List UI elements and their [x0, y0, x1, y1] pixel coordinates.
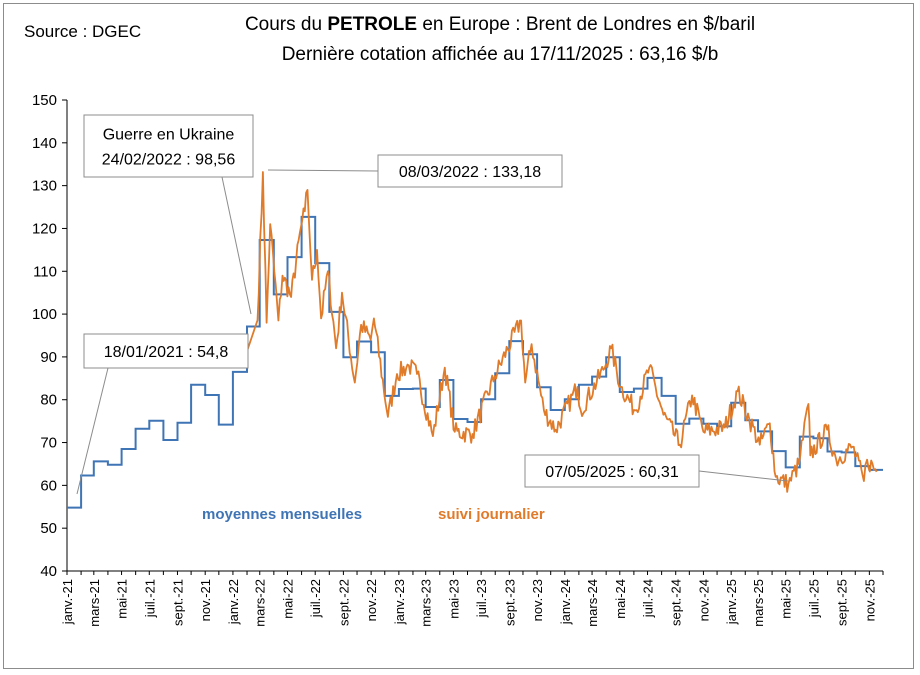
x-tick-label: nov.-23	[530, 579, 545, 621]
chart-title-line2: Dernière cotation affichée au 17/11/2025…	[281, 44, 719, 65]
y-tick-label: 50	[40, 520, 57, 537]
y-tick-label: 70	[40, 435, 57, 452]
y-tick-label: 90	[40, 349, 57, 366]
annotation-leader-peak	[267, 169, 379, 172]
annotation-box-peak	[377, 154, 563, 188]
x-tick-label: juil.-23	[474, 579, 489, 618]
x-tick-label: mai-22	[280, 579, 295, 619]
annotation-box-may25	[524, 454, 700, 488]
y-tick-label: 140	[32, 135, 57, 152]
x-tick-label: nov.-21	[198, 579, 213, 621]
x-tick-label: nov.-22	[364, 579, 379, 621]
annotation-leader-jan21	[76, 367, 109, 495]
y-tick-label: 60	[40, 477, 57, 494]
x-tick-label: janv.-21	[60, 579, 75, 625]
x-tick-label: mars-22	[253, 579, 268, 627]
annotations: Guerre en Ukraine 24/02/2022 : 98,56 08/03…	[76, 114, 789, 495]
x-tick-label: janv.-25	[724, 579, 739, 625]
x-tick-label: janv.-22	[226, 579, 241, 625]
chart-title-line1: Cours du PETROLE en Europe : Brent de Lo…	[180, 14, 820, 36]
source-label: Source : DGEC	[24, 22, 142, 41]
annotation-text-peak: 08/03/2022 : 133,18	[399, 164, 541, 181]
x-tick-label: mars-23	[419, 579, 434, 627]
annotation-leader-ukraine	[221, 176, 252, 315]
legend-daily: suivi journalier	[438, 506, 545, 523]
y-tick-label: 150	[32, 92, 57, 109]
x-tick-label: juil.-21	[142, 579, 157, 618]
x-tick-label: sept.-22	[336, 579, 351, 626]
y-tick-label: 80	[40, 392, 57, 409]
x-tick-label: mars-24	[585, 579, 600, 627]
x-tick-label: mai-24	[613, 579, 628, 619]
y-tick-label: 40	[40, 563, 57, 580]
annotation-text-may25: 07/05/2025 : 60,31	[545, 464, 679, 481]
x-tick-label: mars-25	[751, 579, 766, 627]
annotation-text-ukraine: 24/02/2022 : 98,56	[102, 152, 236, 169]
x-tick-label: juil.-25	[806, 579, 821, 618]
x-tick-label: nov.-24	[696, 579, 711, 621]
annotation-leader-may25	[698, 470, 789, 482]
title-bold: PETROLE	[327, 14, 418, 35]
legend-monthly: moyennes mensuelles	[202, 506, 362, 523]
annotation-box-ukraine	[83, 114, 254, 178]
x-tick-label: nov.-25	[862, 579, 877, 621]
x-tick-label: janv.-24	[558, 579, 573, 625]
axes: 40 50 60 70 80 90 100 110 120 130 140 150 janv.-21 ma…	[32, 92, 884, 627]
y-tick-label: 110	[33, 263, 57, 280]
y-tick-label: 100	[32, 306, 57, 323]
x-tick-label: juil.-22	[308, 579, 323, 618]
annotation-text-ukraine: Guerre en Ukraine	[103, 127, 235, 144]
title-pre: Cours du	[244, 14, 328, 35]
title-post: en Europe : Brent de Londres en $/baril	[417, 14, 756, 35]
x-tick-label: mai-21	[115, 579, 130, 619]
x-tick-label: sept.-23	[502, 579, 517, 626]
daily-price-series	[241, 171, 878, 493]
x-tick-label: mars-21	[87, 579, 102, 627]
x-tick-label: mai-25	[779, 579, 794, 619]
x-tick-label: sept.-24	[669, 579, 684, 626]
x-tick-label: janv.-23	[392, 579, 407, 625]
x-tick-label: mai-23	[446, 579, 461, 619]
annotation-box-jan21	[83, 333, 249, 369]
x-tick-label: sept.-21	[170, 579, 185, 626]
x-tick-label: juil.-24	[641, 579, 656, 618]
y-tick-label: 120	[32, 220, 57, 237]
annotation-text-jan21: 18/01/2021 : 54,8	[104, 344, 229, 361]
daily-price-line	[241, 171, 878, 493]
y-tick-label: 130	[32, 178, 57, 195]
x-tick-label: sept.-25	[835, 579, 850, 626]
